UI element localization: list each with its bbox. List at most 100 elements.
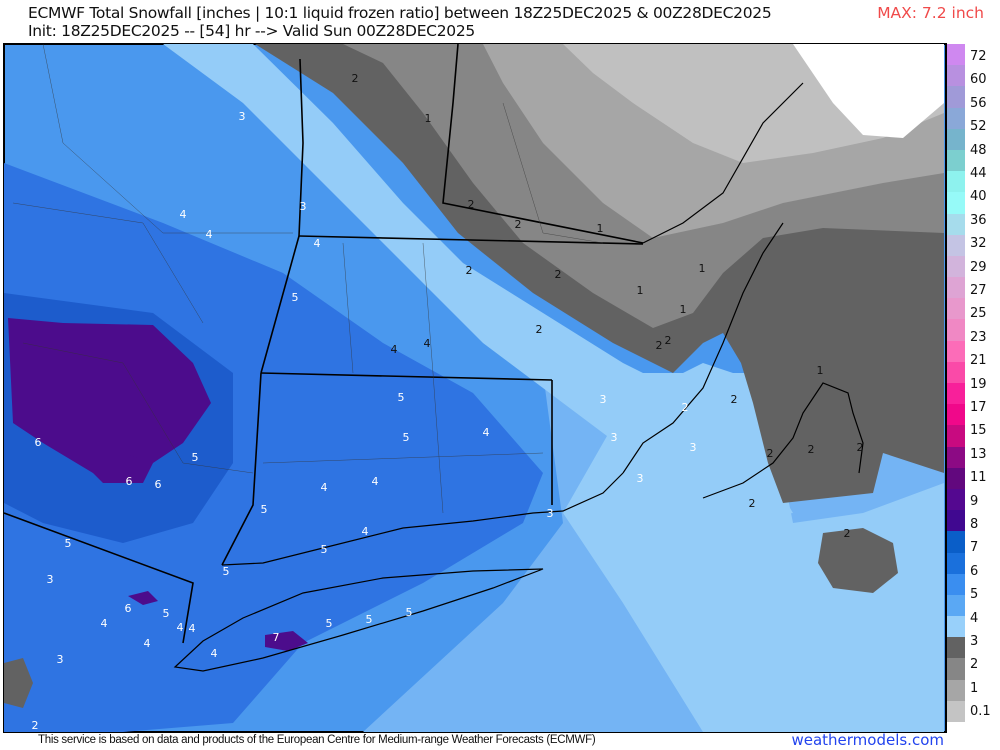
contour-label: 4 xyxy=(372,475,379,488)
contour-label: 2 xyxy=(656,339,663,352)
contour-label: 1 xyxy=(425,112,432,125)
boundaries xyxy=(3,43,864,672)
legend-label: 4 xyxy=(970,610,979,626)
legend-label: 15 xyxy=(970,423,987,439)
contour-label: 5 xyxy=(403,431,410,444)
contour-label: 2 xyxy=(468,198,475,211)
contour-label: 4 xyxy=(177,621,184,634)
contour-label: 4 xyxy=(362,525,369,538)
band-7-li xyxy=(265,631,308,651)
title-line-2: Init: 18Z25DEC2025 -- [54] hr --> Valid … xyxy=(28,22,475,40)
contour-label: 5 xyxy=(321,543,328,556)
band-7plus-purple xyxy=(8,318,211,483)
contour-label: 5 xyxy=(192,451,199,464)
contour-label: 2 xyxy=(555,268,562,281)
legend-label: 36 xyxy=(970,212,987,228)
legend-swatch xyxy=(947,552,965,574)
snowfall-fill xyxy=(4,44,944,732)
ma-ct-border xyxy=(260,372,553,381)
legend-swatch xyxy=(947,700,965,722)
contour-label: 2 xyxy=(536,323,543,336)
band-5in xyxy=(4,163,543,732)
title-line-1: ECMWF Total Snowfall [inches | 10:1 liqu… xyxy=(28,4,772,22)
contour-label: 6 xyxy=(35,436,42,449)
contour-label: 4 xyxy=(483,426,490,439)
contour-label: 6 xyxy=(126,475,133,488)
contour-label: 3 xyxy=(57,653,64,666)
contour-label: 1 xyxy=(680,303,687,316)
contour-label: 1 xyxy=(637,284,644,297)
legend-label: 27 xyxy=(970,283,987,298)
legend-label: 17 xyxy=(970,400,987,415)
contour-label: 3 xyxy=(547,507,554,520)
ny-ma-border xyxy=(260,235,300,374)
contour-label: 4 xyxy=(180,208,187,221)
contour-label: 2 xyxy=(515,218,522,231)
contour-label: 3 xyxy=(637,472,644,485)
legend-swatch xyxy=(947,192,965,214)
legend-swatch xyxy=(947,573,965,595)
contour-label: 5 xyxy=(406,606,413,619)
contour-label: 2 xyxy=(682,401,689,414)
legend-swatch xyxy=(947,488,965,511)
legend-label: 72 xyxy=(970,49,987,64)
contour-label: 1 xyxy=(699,262,706,275)
legend-swatch xyxy=(947,594,965,617)
contour-label: 3 xyxy=(239,110,246,123)
long-island xyxy=(173,568,544,672)
legend-swatch xyxy=(947,319,965,341)
legend-label: 5 xyxy=(970,587,979,603)
cape-cod xyxy=(702,382,864,499)
legend-swatch xyxy=(947,531,965,553)
contour-label: 5 xyxy=(366,613,373,626)
legend-label: 9 xyxy=(970,493,979,509)
legend-swatch xyxy=(947,404,965,426)
legend-label: 29 xyxy=(970,259,987,275)
legend-label: 52 xyxy=(970,119,987,135)
map-title: ECMWF Total Snowfall [inches | 10:1 liqu… xyxy=(28,4,772,40)
contour-label: 5 xyxy=(65,537,72,550)
band-7-nj xyxy=(128,591,158,605)
legend-label: 40 xyxy=(970,189,987,205)
legend-swatch xyxy=(947,65,965,87)
nj-gray xyxy=(4,658,33,708)
legend-swatch xyxy=(947,340,965,362)
ri-ma-coast xyxy=(622,222,784,474)
island-gray xyxy=(818,528,898,593)
contour-label: 4 xyxy=(314,237,321,250)
contour-label: 6 xyxy=(155,478,162,491)
band-2in-ocean xyxy=(563,373,944,732)
legend-swatch xyxy=(947,425,965,447)
ct-coast xyxy=(221,472,624,566)
legend-label: 23 xyxy=(970,329,987,345)
band-7plus-purple-2 xyxy=(83,453,153,483)
legend-label: 19 xyxy=(970,376,987,392)
legend-label: 6 xyxy=(970,563,979,579)
contour-label: 5 xyxy=(261,503,268,516)
contour-label: 5 xyxy=(292,291,299,304)
legend-label: 60 xyxy=(970,72,987,88)
legend-swatch xyxy=(947,383,965,405)
weathermodels-link[interactable]: weathermodels.com xyxy=(791,731,944,749)
legend-swatch xyxy=(947,467,965,489)
contour-label: 2 xyxy=(749,497,756,510)
contour-label: 5 xyxy=(223,565,230,578)
legend-label: 25 xyxy=(970,306,987,322)
legend-swatch xyxy=(947,637,965,659)
legend-label: 2 xyxy=(970,657,979,673)
contour-label: 4 xyxy=(424,337,431,350)
legend-swatch xyxy=(947,510,965,532)
legend-swatch xyxy=(947,149,965,172)
ny-ct-border xyxy=(221,372,262,566)
contour-label: 2 xyxy=(844,527,851,540)
contour-label: 4 xyxy=(211,647,218,660)
contour-label: 3 xyxy=(300,200,307,213)
legend-label: 0.1 xyxy=(970,704,991,720)
legend-swatch xyxy=(947,234,965,256)
legend-label: 1 xyxy=(970,680,979,696)
county-lines xyxy=(12,43,604,514)
contour-label: 3 xyxy=(600,393,607,406)
legend-swatch xyxy=(947,44,965,66)
legend-swatch xyxy=(947,277,965,299)
